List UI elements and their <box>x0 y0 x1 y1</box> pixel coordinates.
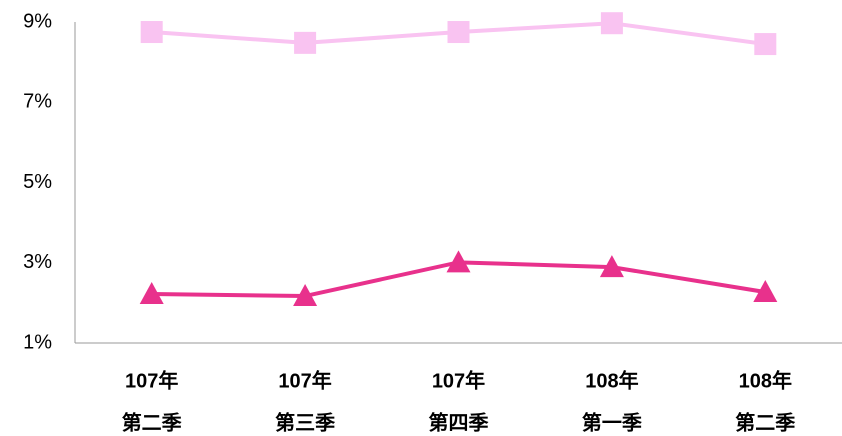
y-tick-label: 7% <box>23 91 52 113</box>
marker <box>599 255 624 278</box>
marker <box>754 33 777 56</box>
x-tick-label: 107年 <box>125 368 178 392</box>
marker <box>139 282 164 305</box>
x-tick-label: 107年 <box>278 368 331 392</box>
marker <box>446 250 471 273</box>
x-tick-label: 第三季 <box>275 410 335 434</box>
y-tick-label: 3% <box>23 251 52 273</box>
marker <box>294 31 317 54</box>
x-tick-label: 第四季 <box>429 410 489 434</box>
x-tick-label: 第二季 <box>735 410 795 434</box>
y-tick-label: 9% <box>23 10 52 32</box>
marker <box>293 284 318 307</box>
marker <box>600 12 623 35</box>
x-tick-label: 第一季 <box>582 410 642 434</box>
y-tick-label: 1% <box>23 331 52 353</box>
marker <box>140 21 163 44</box>
x-tick-label: 108年 <box>739 368 792 392</box>
y-tick-label: 5% <box>23 171 52 193</box>
x-tick-label: 107年 <box>432 368 485 392</box>
marker <box>753 280 778 303</box>
x-tick-label: 108年 <box>585 368 638 392</box>
x-tick-label: 第二季 <box>122 410 182 434</box>
marker <box>447 21 470 44</box>
